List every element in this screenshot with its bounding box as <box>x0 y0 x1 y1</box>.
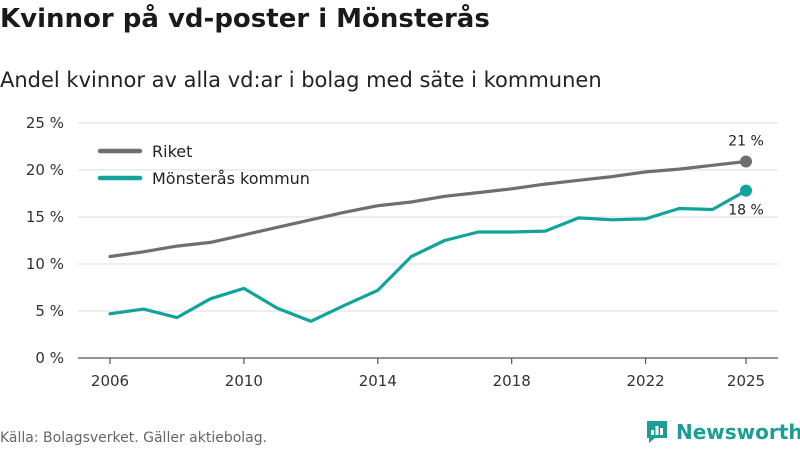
data-point <box>174 315 180 321</box>
data-point <box>676 206 682 212</box>
data-point <box>207 296 213 302</box>
data-point <box>174 243 180 249</box>
data-point <box>107 311 113 317</box>
series-end-point <box>740 155 752 168</box>
data-point <box>308 217 314 223</box>
page-title: Kvinnor på vd-poster i Mönsterås <box>0 4 490 34</box>
data-point <box>207 239 213 245</box>
data-point <box>375 203 381 209</box>
data-point <box>710 162 716 168</box>
data-point <box>442 238 448 244</box>
end-value-label: 21 % <box>728 134 764 150</box>
chart-subtitle: Andel kvinnor av alla vd:ar i bolag med … <box>0 68 602 92</box>
brand-name: Newsworthy <box>676 420 800 444</box>
data-point <box>643 216 649 222</box>
x-tick-label: 2018 <box>493 372 531 390</box>
data-point <box>241 285 247 291</box>
data-point <box>442 193 448 199</box>
y-tick-label: 25 % <box>26 114 64 132</box>
data-point <box>408 253 414 259</box>
brand-logo[interactable]: Newsworthy <box>645 419 800 445</box>
data-point <box>710 206 716 212</box>
grid-lines <box>78 122 778 359</box>
x-tick-label: 2025 <box>727 372 765 390</box>
data-labels: 21 % 18 % <box>728 134 764 219</box>
data-point <box>475 190 481 196</box>
x-tick-label: 2022 <box>626 372 664 390</box>
data-point <box>509 229 515 235</box>
data-point <box>140 306 146 312</box>
newsworthy-logo-icon <box>647 421 667 443</box>
data-point <box>408 199 414 205</box>
data-point <box>274 305 280 311</box>
end-value-label: 18 % <box>728 203 764 219</box>
source-note: Källa: Bolagsverket. Gäller aktiebolag. <box>0 430 268 446</box>
data-point <box>609 217 615 223</box>
data-point <box>341 209 347 215</box>
legend: Riket Mönsterås kommun <box>97 142 310 188</box>
y-tick-label: 10 % <box>26 255 64 273</box>
axes: 0 % 5 % 10 % 15 % 20 % 25 % 2006 2010 2014 2018 20… <box>26 114 765 390</box>
data-point <box>375 287 381 293</box>
y-tick-label: 15 % <box>26 208 64 226</box>
legend-label: Riket <box>152 142 192 161</box>
data-point <box>475 229 481 235</box>
series-line-riket <box>108 159 748 259</box>
series-line-monsteras <box>108 189 748 323</box>
x-tick-label: 2010 <box>225 372 263 390</box>
data-point <box>609 174 615 180</box>
data-point <box>576 215 582 221</box>
data-point <box>241 232 247 238</box>
data-point <box>308 318 314 324</box>
data-point <box>643 169 649 175</box>
x-tick-label: 2014 <box>359 372 397 390</box>
data-point <box>576 177 582 183</box>
series-end-point <box>740 184 752 197</box>
data-point <box>509 186 515 192</box>
data-point <box>676 166 682 172</box>
data-point <box>140 249 146 255</box>
data-point <box>274 224 280 230</box>
data-point <box>107 253 113 259</box>
y-tick-label: 0 % <box>35 349 64 367</box>
series-lines <box>107 155 752 324</box>
data-point <box>542 228 548 234</box>
x-tick-label: 2006 <box>91 372 129 390</box>
y-tick-label: 20 % <box>26 161 64 179</box>
legend-label: Mönsterås kommun <box>152 169 310 188</box>
data-point <box>542 181 548 187</box>
y-tick-label: 5 % <box>35 302 64 320</box>
data-point <box>341 302 347 308</box>
